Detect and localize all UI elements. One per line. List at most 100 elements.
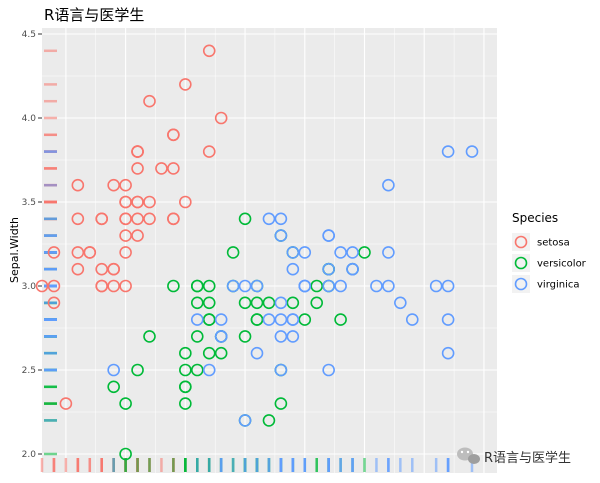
data-point-virginica: [286, 330, 300, 343]
data-point-versicolor: [310, 279, 324, 293]
data-point-virginica: [274, 212, 288, 226]
watermark-text: R语言与医学生: [484, 450, 571, 466]
y-tick-label: 2.5: [22, 366, 36, 376]
data-point-versicolor: [143, 330, 156, 343]
legend-label-setosa: setosa: [537, 238, 570, 249]
data-point-virginica: [274, 229, 288, 242]
legend-marker-versicolor: [514, 256, 528, 270]
data-point-setosa: [95, 262, 109, 276]
data-point-versicolor: [107, 380, 120, 394]
data-point-setosa: [35, 279, 49, 293]
data-point-virginica: [382, 246, 395, 259]
data-point-setosa: [179, 78, 192, 91]
data-point-virginica: [262, 313, 276, 326]
data-point-virginica: [274, 296, 288, 310]
data-point-virginica: [286, 246, 300, 259]
legend-key: [512, 275, 530, 293]
data-point-setosa: [143, 94, 156, 108]
data-point-versicolor: [202, 279, 216, 293]
data-point-virginica: [322, 229, 335, 242]
data-point-setosa: [131, 229, 144, 242]
legend-label-versicolor: versicolor: [537, 259, 587, 270]
data-point-setosa: [119, 212, 132, 226]
y-rug: [44, 49, 57, 456]
data-point-versicolor: [202, 346, 216, 360]
data-point-virginica: [107, 363, 120, 377]
data-point-virginica: [382, 279, 395, 293]
data-point-versicolor: [190, 279, 204, 293]
data-point-versicolor: [119, 397, 132, 410]
data-point-setosa: [119, 195, 132, 209]
data-point-setosa: [131, 162, 144, 175]
data-point-setosa: [143, 195, 156, 209]
data-point-setosa: [107, 279, 120, 293]
data-point-versicolor: [262, 414, 276, 427]
data-point-virginica: [226, 279, 240, 293]
data-point-virginica: [334, 279, 347, 293]
data-point-virginica: [382, 178, 395, 192]
y-tick-label: 4.0: [22, 114, 37, 124]
legend-marker-virginica: [514, 277, 528, 291]
y-axis-title: Sepal.Width: [8, 217, 21, 283]
data-point-setosa: [214, 111, 228, 125]
data-point-virginica: [441, 313, 455, 326]
data-point-versicolor: [286, 296, 300, 310]
data-point-versicolor: [358, 246, 371, 259]
legend-title: Species: [512, 211, 558, 225]
data-point-virginica: [214, 330, 228, 343]
legend: Species setosa versicolor virginica: [512, 211, 587, 293]
data-point-versicolor: [179, 363, 192, 377]
data-point-versicolor: [238, 212, 252, 226]
data-point-virginica: [394, 296, 407, 310]
legend-label-virginica: virginica: [537, 280, 580, 291]
data-point-versicolor: [310, 296, 324, 310]
watermark: R语言与医学生: [457, 447, 571, 466]
data-point-virginica: [190, 313, 204, 326]
data-point-virginica: [274, 313, 288, 326]
data-point-setosa: [71, 262, 85, 276]
data-point-versicolor: [214, 346, 228, 360]
data-point-setosa: [47, 296, 61, 310]
data-point-virginica: [322, 279, 335, 293]
data-point-virginica: [346, 246, 359, 259]
data-point-virginica: [238, 414, 252, 427]
legend-key: [512, 233, 530, 251]
data-point-setosa: [107, 262, 120, 276]
data-point-setosa: [155, 162, 168, 175]
data-point-versicolor: [262, 296, 276, 310]
data-point-versicolor: [131, 363, 144, 377]
data-point-versicolor: [190, 296, 204, 310]
data-point-virginica: [214, 313, 228, 326]
data-point-setosa: [119, 279, 132, 293]
data-point-setosa: [71, 212, 85, 226]
data-point-virginica: [274, 330, 288, 343]
data-point-virginica: [441, 346, 455, 360]
data-point-virginica: [298, 279, 312, 293]
data-point-virginica: [334, 246, 347, 259]
data-point-setosa: [131, 195, 144, 209]
data-point-versicolor: [202, 313, 216, 326]
data-point-virginica: [322, 262, 335, 276]
data-point-virginica: [429, 279, 443, 293]
data-point-virginica: [322, 363, 335, 377]
data-point-virginica: [405, 313, 419, 326]
data-point-virginica: [465, 145, 479, 158]
data-point-setosa: [202, 145, 216, 158]
data-point-setosa: [83, 246, 97, 259]
data-point-setosa: [167, 212, 180, 226]
data-point-setosa: [59, 397, 73, 410]
data-point-setosa: [71, 178, 85, 192]
data-point-setosa: [167, 162, 180, 175]
x-rug: [40, 458, 474, 472]
data-point-versicolor: [190, 330, 204, 343]
y-tick-label: 2.0: [22, 450, 37, 460]
data-point-virginica: [286, 262, 300, 276]
data-point-setosa: [143, 212, 156, 226]
chart-title: R语言与医学生: [44, 6, 144, 24]
data-point-setosa: [202, 44, 216, 58]
plot-panel: [42, 28, 497, 473]
data-point-versicolor: [250, 313, 264, 326]
y-tick-label: 4.5: [22, 30, 36, 40]
data-point-versicolor: [179, 380, 192, 394]
